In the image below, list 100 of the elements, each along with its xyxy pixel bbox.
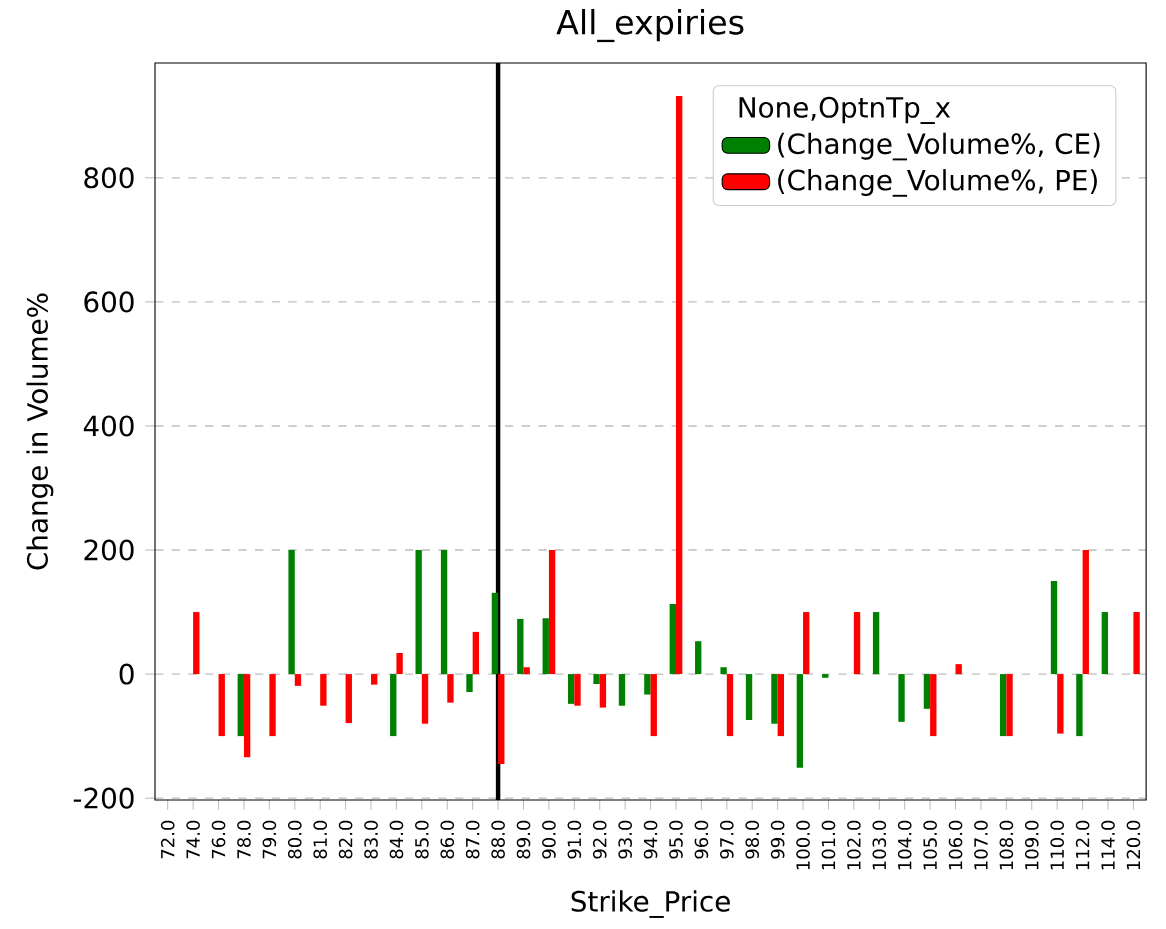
bar (644, 674, 651, 695)
bar (771, 674, 778, 724)
bar (466, 674, 473, 693)
x-tick-label: 103.0 (872, 820, 887, 870)
y-axis-title: Change in Volume% (26, 293, 54, 570)
bar (853, 612, 861, 675)
x-tick-label: 87.0 (465, 820, 480, 859)
y-tick-label: -200 (73, 787, 134, 809)
bar (523, 667, 530, 675)
bar (1082, 550, 1089, 675)
y-tick-label: 200 (84, 539, 134, 561)
x-tick-label: 90.0 (542, 820, 556, 859)
x-tick-label: 81.0 (313, 820, 328, 859)
bar (294, 674, 302, 686)
bar (447, 674, 454, 703)
x-tick-label: 105.0 (923, 820, 937, 870)
bar (574, 674, 581, 706)
x-tick-label: 110.0 (1050, 820, 1065, 870)
bar (803, 612, 810, 675)
bar (421, 674, 429, 724)
bar (218, 674, 225, 737)
x-tick-label: 85.0 (415, 820, 429, 859)
bar (822, 674, 829, 678)
bar (440, 550, 448, 675)
bar (618, 674, 626, 706)
bar (567, 674, 575, 704)
bar (345, 674, 352, 724)
x-tick-label: 107.0 (974, 820, 988, 870)
legend-title: None,OptnTp_x (739, 96, 951, 125)
bar (720, 667, 727, 675)
bar (669, 604, 676, 675)
x-tick-label: 86.0 (440, 820, 455, 859)
x-tick-label: 80.0 (287, 820, 302, 859)
y-tick-label: 400 (83, 415, 134, 437)
x-tick-label: 84.0 (389, 820, 404, 859)
bar (288, 550, 295, 675)
x-tick-label: 95.0 (669, 820, 683, 859)
bar (193, 612, 200, 675)
x-tick-label: 104.0 (897, 820, 912, 870)
x-tick-label: 106.0 (948, 820, 963, 870)
bar (396, 653, 403, 675)
x-tick-label: 82.0 (338, 820, 353, 859)
bar (371, 674, 378, 685)
bar (542, 618, 549, 675)
x-axis-title: Strike_Price (571, 890, 730, 918)
x-tick-label: 74.0 (186, 820, 200, 859)
x-tick-label: 108.0 (999, 820, 1014, 870)
bar (1050, 581, 1058, 675)
x-tick-label: 83.0 (364, 820, 378, 859)
bar (237, 674, 244, 737)
bar (777, 674, 784, 737)
x-tick-label: 92.0 (592, 820, 607, 859)
x-tick-label: 72.0 (160, 820, 175, 859)
x-tick-label: 98.0 (745, 820, 760, 859)
x-tick-label: 101.0 (821, 820, 836, 870)
bar (726, 674, 734, 737)
bar (695, 641, 702, 675)
y-tick-label: 600 (84, 291, 134, 313)
x-tick-label: 99.0 (770, 820, 785, 859)
legend-label: (Change_Volume%, CE) (778, 132, 1100, 161)
bar (390, 674, 397, 737)
bar (269, 674, 276, 737)
bar (745, 674, 753, 721)
x-tick-label: 120.0 (1126, 820, 1141, 870)
x-tick-label: 79.0 (262, 820, 277, 859)
x-tick-label: 96.0 (694, 820, 709, 859)
bar (1006, 674, 1013, 737)
x-tick-label: 109.0 (1024, 820, 1039, 870)
bar (1133, 612, 1140, 675)
x-tick-label: 78.0 (237, 820, 251, 859)
bar (1101, 612, 1109, 675)
bar (472, 631, 480, 675)
bar (548, 550, 556, 675)
bar (675, 95, 683, 675)
bar (1076, 674, 1083, 737)
y-tick-label: 0 (119, 663, 134, 685)
x-tick-label: 93.0 (618, 820, 632, 859)
bar (517, 618, 524, 675)
x-tick-label: 102.0 (847, 820, 861, 870)
bar (872, 612, 880, 675)
chart-title: All_expiries (556, 9, 744, 43)
x-tick-label: 114.0 (1101, 820, 1115, 870)
x-tick-label: 94.0 (643, 820, 658, 859)
bar (320, 674, 327, 706)
x-tick-label: 88.0 (491, 820, 505, 859)
x-tick-label: 89.0 (516, 820, 531, 859)
bar (243, 674, 251, 758)
bar (1057, 674, 1064, 734)
bar (923, 674, 931, 709)
bar (796, 674, 804, 768)
x-tick-label: 112.0 (1075, 820, 1090, 870)
bar (1000, 674, 1007, 737)
legend-label: (Change_Volume%, PE) (778, 169, 1097, 197)
x-tick-label: 100.0 (796, 820, 810, 870)
bar (930, 674, 937, 737)
bar (415, 550, 422, 675)
bar (955, 664, 962, 675)
y-tick-label: 800 (84, 167, 134, 189)
bar (898, 674, 905, 722)
bar (599, 674, 607, 708)
